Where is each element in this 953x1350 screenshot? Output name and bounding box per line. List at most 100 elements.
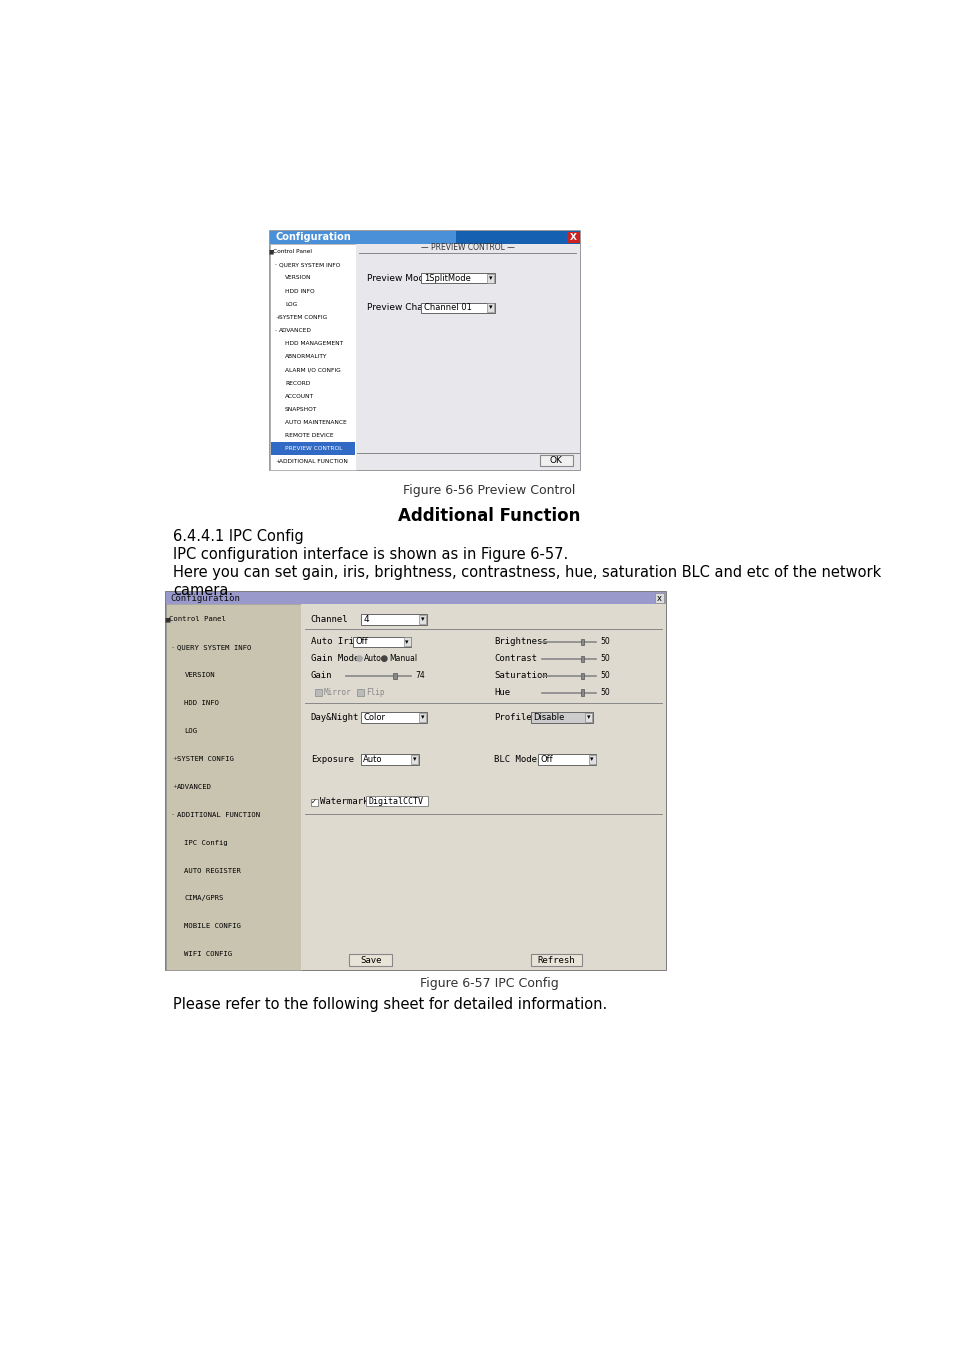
- Text: AUTO MAINTENANCE: AUTO MAINTENANCE: [285, 420, 347, 425]
- Bar: [270, 231, 579, 470]
- Text: IPC configuration interface is shown as in Figure 6-57.: IPC configuration interface is shown as …: [173, 547, 568, 562]
- Text: Day&Night: Day&Night: [311, 713, 358, 722]
- Bar: [166, 603, 301, 969]
- Text: Color: Color: [363, 713, 385, 722]
- Bar: [531, 711, 593, 722]
- Text: -: -: [172, 645, 174, 649]
- Text: ▾: ▾: [413, 756, 416, 763]
- Text: +: +: [172, 756, 177, 761]
- Bar: [353, 637, 411, 647]
- Bar: [270, 231, 579, 243]
- Text: ■: ■: [164, 617, 170, 622]
- Bar: [360, 614, 427, 625]
- Bar: [411, 755, 418, 764]
- Bar: [487, 304, 494, 312]
- Text: Save: Save: [359, 956, 381, 965]
- Bar: [166, 593, 665, 603]
- Text: Auto: Auto: [363, 755, 382, 764]
- Bar: [537, 755, 596, 765]
- Text: Gain: Gain: [311, 671, 332, 680]
- Bar: [580, 690, 584, 695]
- Text: Hue: Hue: [494, 688, 510, 697]
- Text: x: x: [657, 594, 661, 602]
- Circle shape: [381, 656, 387, 662]
- Text: Channel: Channel: [311, 614, 348, 624]
- Text: BLC Mode: BLC Mode: [494, 755, 537, 764]
- Text: 4: 4: [363, 614, 369, 624]
- Text: Off: Off: [355, 637, 368, 647]
- Text: QUERY SYSTEM INFO: QUERY SYSTEM INFO: [176, 644, 251, 651]
- Text: Off: Off: [540, 755, 553, 764]
- Text: Mirror: Mirror: [323, 688, 352, 697]
- Text: +: +: [172, 784, 177, 790]
- Bar: [356, 690, 364, 697]
- Text: CIMA/GPRS: CIMA/GPRS: [184, 895, 224, 902]
- Text: Flip: Flip: [366, 688, 385, 697]
- Text: OK: OK: [549, 456, 562, 466]
- Text: 50: 50: [599, 655, 609, 663]
- Bar: [270, 243, 355, 470]
- Bar: [567, 232, 578, 243]
- Text: -: -: [274, 262, 276, 267]
- Text: ABNORMALITY: ABNORMALITY: [285, 354, 327, 359]
- Bar: [580, 639, 584, 645]
- Text: ALARM I/O CONFIG: ALARM I/O CONFIG: [285, 367, 340, 373]
- Bar: [393, 672, 396, 679]
- Text: MOBILE CONFIG: MOBILE CONFIG: [184, 923, 241, 929]
- Text: Profile: Profile: [494, 713, 531, 722]
- Text: SYSTEM CONFIG: SYSTEM CONFIG: [176, 756, 233, 761]
- Text: LOG: LOG: [285, 302, 297, 306]
- Text: +: +: [274, 315, 279, 320]
- Bar: [349, 954, 392, 965]
- Text: -: -: [274, 328, 276, 333]
- Bar: [654, 593, 663, 603]
- Text: RECORD: RECORD: [285, 381, 310, 386]
- Bar: [585, 713, 592, 722]
- Text: Configuration: Configuration: [274, 232, 351, 243]
- Bar: [270, 231, 456, 243]
- Bar: [418, 614, 426, 624]
- Text: +: +: [274, 459, 279, 464]
- Text: 50: 50: [599, 637, 609, 647]
- Text: WIFI CONFIG: WIFI CONFIG: [184, 952, 233, 957]
- Text: Refresh: Refresh: [537, 956, 575, 965]
- Text: 50: 50: [599, 688, 609, 697]
- Text: -: -: [172, 813, 174, 817]
- Text: ✓: ✓: [311, 799, 316, 805]
- Text: ▾: ▾: [420, 714, 424, 720]
- Text: ADVANCED: ADVANCED: [278, 328, 312, 333]
- Text: Preview Mode: Preview Mode: [367, 274, 430, 282]
- Text: IPC Config: IPC Config: [184, 840, 228, 845]
- Bar: [314, 690, 321, 697]
- Bar: [271, 443, 355, 455]
- Text: ▾: ▾: [489, 275, 492, 281]
- Text: ADVANCED: ADVANCED: [176, 784, 212, 790]
- Bar: [580, 656, 584, 662]
- Bar: [421, 273, 495, 284]
- Text: Channel 01: Channel 01: [423, 302, 471, 312]
- Bar: [418, 713, 426, 722]
- Text: 1SplitMode: 1SplitMode: [423, 274, 470, 282]
- Text: Here you can set gain, iris, brightness, contrastness, hue, saturation BLC and e: Here you can set gain, iris, brightness,…: [173, 566, 881, 598]
- Text: VERSION: VERSION: [184, 672, 214, 678]
- Bar: [531, 954, 581, 965]
- Bar: [301, 603, 665, 969]
- Text: ACCOUNT: ACCOUNT: [285, 394, 314, 398]
- Bar: [580, 672, 584, 679]
- Text: — PREVIEW CONTROL —: — PREVIEW CONTROL —: [420, 243, 515, 252]
- Bar: [360, 755, 418, 765]
- Text: X: X: [569, 234, 576, 242]
- Text: Gain Mode: Gain Mode: [311, 655, 358, 663]
- Bar: [366, 796, 428, 806]
- Text: HDD INFO: HDD INFO: [184, 701, 219, 706]
- Bar: [355, 243, 579, 470]
- Text: AUTO REGISTER: AUTO REGISTER: [184, 868, 241, 873]
- Text: VERSION: VERSION: [285, 275, 312, 281]
- Text: 6.4.4.1 IPC Config: 6.4.4.1 IPC Config: [173, 528, 304, 544]
- Bar: [487, 274, 494, 282]
- Text: ▾: ▾: [590, 756, 593, 763]
- Bar: [166, 593, 665, 969]
- Text: ADDITIONAL FUNCTION: ADDITIONAL FUNCTION: [278, 459, 348, 464]
- Text: Configuration: Configuration: [171, 594, 240, 602]
- Text: ▾: ▾: [587, 714, 590, 720]
